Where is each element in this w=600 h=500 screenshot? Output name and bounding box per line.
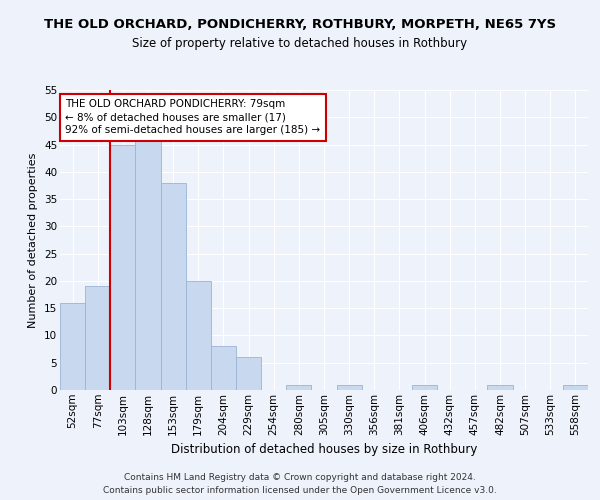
Text: Contains HM Land Registry data © Crown copyright and database right 2024.
Contai: Contains HM Land Registry data © Crown c… (103, 474, 497, 495)
Bar (412, 384, 437, 390)
Bar (110, 144, 136, 390)
Bar (337, 384, 362, 390)
Bar (136, 139, 161, 390)
Y-axis label: Number of detached properties: Number of detached properties (28, 152, 38, 328)
X-axis label: Distribution of detached houses by size in Rothbury: Distribution of detached houses by size … (171, 443, 477, 456)
Bar (286, 384, 311, 390)
Text: THE OLD ORCHARD PONDICHERRY: 79sqm
← 8% of detached houses are smaller (17)
92% : THE OLD ORCHARD PONDICHERRY: 79sqm ← 8% … (65, 99, 320, 136)
Text: Size of property relative to detached houses in Rothbury: Size of property relative to detached ho… (133, 38, 467, 51)
Bar (487, 384, 512, 390)
Bar (161, 182, 186, 390)
Bar (236, 358, 261, 390)
Bar (85, 286, 110, 390)
Bar (211, 346, 236, 390)
Bar (186, 281, 211, 390)
Bar (563, 384, 588, 390)
Bar (60, 302, 85, 390)
Text: THE OLD ORCHARD, PONDICHERRY, ROTHBURY, MORPETH, NE65 7YS: THE OLD ORCHARD, PONDICHERRY, ROTHBURY, … (44, 18, 556, 30)
